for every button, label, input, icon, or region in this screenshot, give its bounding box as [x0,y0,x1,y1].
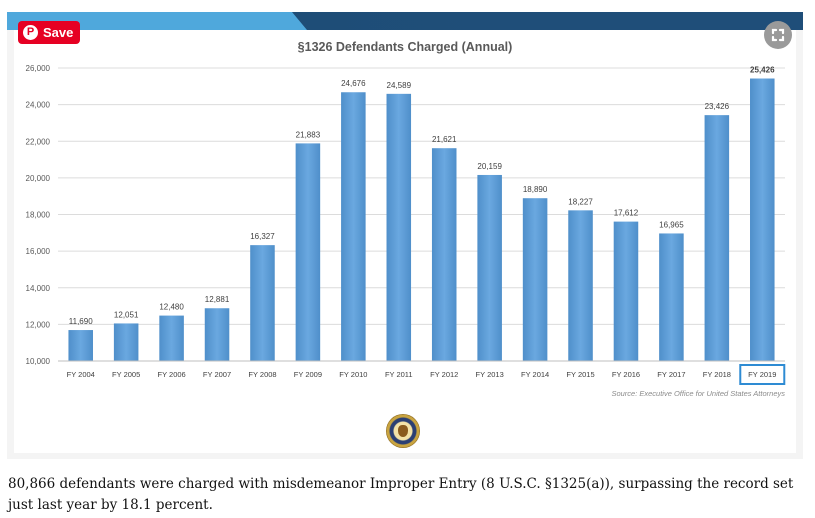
chart-title: §1326 Defendants Charged (Annual) [298,40,513,54]
bar [159,315,184,361]
x-tick-label: FY 2014 [521,370,549,379]
x-tick-label: FY 2009 [294,370,322,379]
highlight-box [739,364,786,385]
bar [568,210,593,361]
data-label: 12,480 [159,303,184,312]
bar-chart: §1326 Defendants Charged (Annual) 11,690… [26,40,786,398]
expand-icon [771,28,785,42]
data-label: 12,051 [114,310,139,319]
bar [431,148,457,361]
x-tick-label: FY 2015 [566,370,594,379]
bar [659,233,684,361]
pin-save-button[interactable]: P Save [18,21,80,44]
y-tick-label: 26,000 [26,64,51,73]
save-label: Save [43,25,74,40]
data-label: 21,883 [296,130,321,139]
data-label: 16,327 [250,232,275,241]
bar [750,78,775,361]
y-tick-label: 24,000 [26,101,51,110]
data-label: 24,589 [387,81,412,90]
bar [341,92,366,361]
header-banner [7,12,803,30]
bar [113,323,139,361]
y-tick-label: 10,000 [26,357,51,366]
x-tick-label: FY 2011 [385,370,413,379]
y-tick-label: 18,000 [26,211,51,220]
data-label: 21,621 [432,135,457,144]
bar [386,93,412,362]
x-tick-label: FY 2007 [203,370,231,379]
x-tick-label: FY 2006 [157,370,185,379]
y-tick-label: 16,000 [26,247,51,256]
bar [522,198,548,361]
x-tick-label: FY 2019 [748,370,776,379]
x-tick-label: FY 2008 [248,370,276,379]
bar [613,221,639,361]
data-label: 20,159 [477,162,502,171]
data-label: 11,690 [69,317,93,326]
source-note: Source: Executive Office for United Stat… [611,389,785,398]
x-tick-label: FY 2004 [67,370,95,379]
bar [250,245,275,361]
data-label: 23,426 [705,102,730,111]
bar [68,330,93,361]
data-label: 18,890 [523,185,548,194]
data-label: 17,612 [614,209,639,218]
caption-text: 80,866 defendants were charged with misd… [8,476,794,513]
doj-seal-icon [386,414,420,448]
expand-button[interactable] [764,21,792,49]
y-tick-label: 14,000 [26,284,51,293]
x-tick-label: FY 2005 [112,370,140,379]
bar [295,143,321,361]
data-label: 12,881 [205,295,230,304]
y-tick-label: 12,000 [26,320,51,329]
x-tick-label: FY 2016 [612,370,640,379]
x-tick-label: FY 2010 [339,370,367,379]
x-tick-label: FY 2012 [430,370,458,379]
bar [204,308,230,361]
y-tick-label: 20,000 [26,174,51,183]
data-label: 25,426 [750,66,775,75]
bar [704,115,730,361]
bar [477,174,502,361]
data-label: 18,227 [568,197,593,206]
data-label: 24,676 [341,79,366,88]
y-tick-label: 22,000 [26,137,51,146]
x-tick-label: FY 2017 [657,370,685,379]
x-tick-label: FY 2013 [476,370,504,379]
pinterest-icon: P [23,25,38,40]
x-tick-label: FY 2018 [703,370,731,379]
data-label: 16,965 [659,220,684,229]
